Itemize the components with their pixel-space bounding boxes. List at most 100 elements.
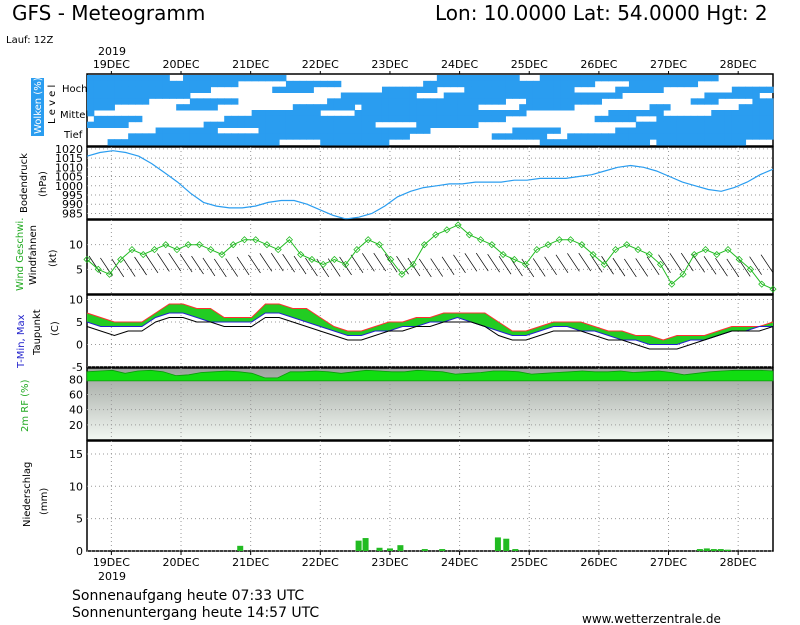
- cloud-cell: [107, 98, 115, 105]
- precip-bar: [512, 549, 519, 551]
- cloud-cell: [635, 86, 644, 93]
- cloud-cell: [656, 115, 664, 123]
- cloud-cell: [375, 104, 383, 111]
- cloud-cell: [450, 75, 458, 82]
- cloud-cell: [628, 133, 637, 140]
- y-tick-label: 1020: [55, 143, 83, 156]
- wind-barb: [726, 258, 740, 278]
- wind-marker: [746, 265, 755, 273]
- cloud-cell: [430, 104, 438, 111]
- cloud-cell: [594, 115, 602, 123]
- cloud-cell: [224, 75, 232, 82]
- cloud-cell: [642, 80, 651, 88]
- cloud-cell: [615, 75, 623, 82]
- cloud-cell: [128, 115, 136, 123]
- cloud-cell: [766, 110, 774, 117]
- cloud-cell: [484, 110, 493, 117]
- cloud-cell: [608, 92, 616, 99]
- cloud-cell: [183, 92, 191, 99]
- cloud-cell: [210, 75, 218, 82]
- cloud-cell: [114, 139, 122, 146]
- cloud-cell: [498, 80, 506, 88]
- cloud-cell: [388, 104, 397, 111]
- cloud-cell: [395, 104, 404, 111]
- cloud-cell: [724, 127, 733, 134]
- cloud-cell: [615, 133, 623, 140]
- cloud-cell: [532, 133, 541, 140]
- cloud-level-low: Tief: [63, 130, 83, 141]
- precip-bar: [421, 549, 428, 551]
- cloud-cell: [608, 110, 616, 117]
- cloud-cell: [155, 133, 163, 140]
- cloud-cell: [464, 104, 472, 111]
- cloud-cell: [766, 127, 774, 134]
- cloud-cell: [210, 80, 218, 88]
- cloud-cell: [690, 133, 699, 140]
- cloud-cell: [265, 139, 273, 146]
- y-tick-label: 0: [76, 545, 83, 558]
- precip-bar: [237, 545, 244, 551]
- cloud-cell: [244, 139, 253, 146]
- cloud-cell: [478, 115, 486, 123]
- cloud-cell: [368, 139, 376, 146]
- cloud-cell: [320, 80, 328, 88]
- wind-barb: [578, 252, 592, 272]
- wind-marker: [330, 255, 338, 264]
- cloud-cell: [690, 139, 699, 146]
- cloud-cell: [464, 98, 472, 105]
- cloud-cell: [93, 86, 102, 93]
- cloud-cell: [546, 139, 554, 146]
- cloud-cell: [196, 133, 205, 140]
- cloud-cell: [306, 80, 314, 88]
- cloud-cell: [478, 86, 486, 93]
- cloud-cell: [327, 121, 335, 128]
- cloud-cell: [299, 127, 308, 134]
- cloud-cell: [141, 139, 150, 146]
- cloud-cell: [231, 121, 239, 128]
- cloud-cell: [491, 92, 500, 99]
- cloud-cell: [766, 98, 774, 105]
- cloud-cell: [546, 104, 554, 111]
- cloud-cell: [731, 115, 740, 123]
- cloud-cell: [169, 86, 177, 93]
- cloud-cell: [649, 75, 657, 82]
- cloud-cell: [676, 75, 685, 82]
- wind-barb: [179, 253, 193, 273]
- cloud-cell: [217, 75, 225, 82]
- wind-barb: [305, 257, 318, 277]
- cloud-cell: [526, 92, 534, 99]
- cloud-cell: [738, 127, 747, 134]
- wind-marker: [567, 236, 575, 244]
- cloud-cell: [375, 98, 383, 105]
- cloud-cell: [622, 133, 630, 140]
- cloud-cell: [731, 133, 740, 140]
- cloud-cell: [683, 115, 692, 123]
- cloud-cell: [635, 133, 644, 140]
- cloud-cell: [471, 80, 479, 88]
- source-link[interactable]: www.wetterzentrale.de: [582, 612, 721, 625]
- wind-marker: [420, 241, 428, 249]
- cloud-cell: [526, 86, 534, 93]
- wind-unit: (kt): [48, 249, 59, 267]
- cloud-cell: [416, 127, 424, 134]
- cloud-cell: [361, 110, 369, 117]
- cloud-cell: [135, 115, 143, 123]
- cloud-cell: [526, 127, 534, 134]
- cloud-cell: [766, 104, 774, 111]
- wind-marker: [83, 255, 91, 264]
- cloud-cell: [553, 127, 561, 134]
- cloud-cell: [361, 133, 369, 140]
- cloud-cell: [121, 139, 129, 146]
- cloud-cell: [128, 86, 136, 93]
- date-label-top: 22DEC: [302, 58, 339, 71]
- date-label-bottom: 21DEC: [232, 556, 269, 569]
- cloud-cell: [635, 80, 644, 88]
- cloud-cell: [443, 115, 452, 123]
- wind-marker: [656, 260, 665, 268]
- cloud-cell: [210, 133, 218, 140]
- cloud-cell: [224, 133, 232, 140]
- cloud-cell: [498, 115, 506, 123]
- cloud-cell: [608, 133, 616, 140]
- cloud-cell: [601, 115, 609, 123]
